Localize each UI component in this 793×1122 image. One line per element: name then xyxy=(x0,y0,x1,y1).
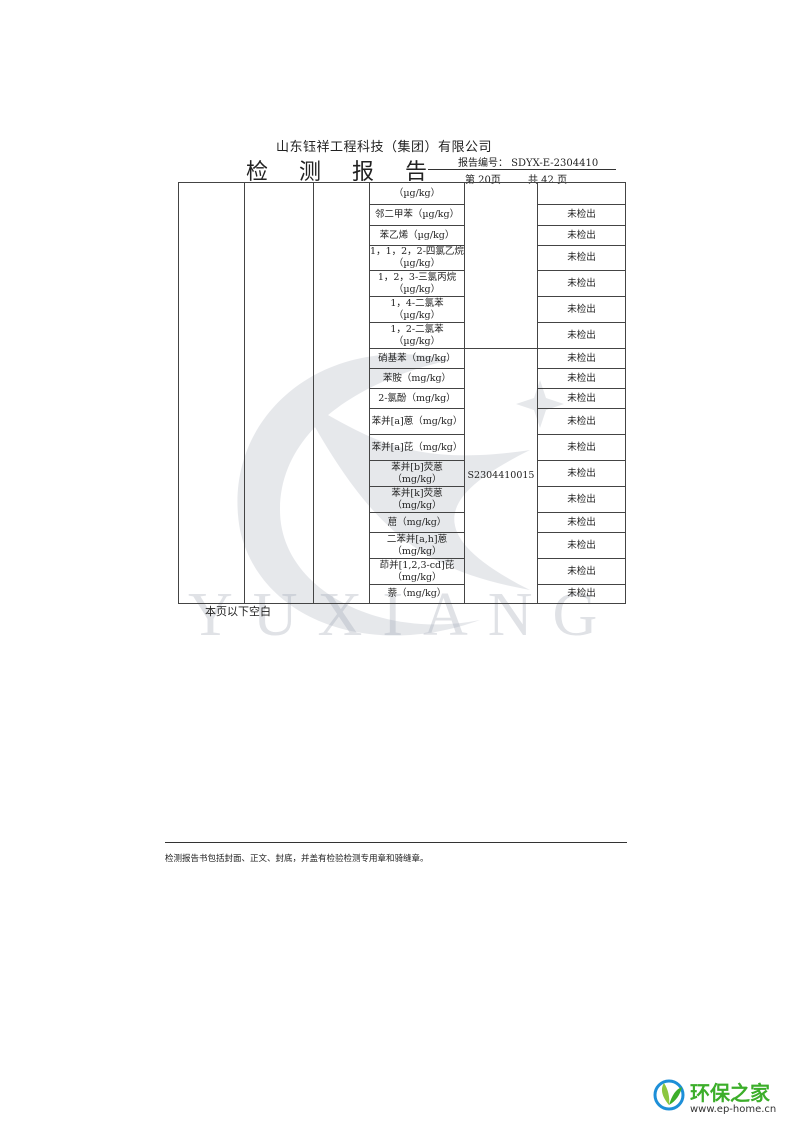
result-cell: 未检出 xyxy=(537,532,626,559)
test-item-cell: 苯并[k]荧蒽（mg/kg） xyxy=(369,486,465,513)
test-item-cell: 2-氯酚（mg/kg） xyxy=(369,388,465,409)
result-cell: 未检出 xyxy=(537,486,626,513)
watermark-logo xyxy=(237,354,564,636)
test-item-cell: 二苯并[a,h]蒽（mg/kg） xyxy=(369,532,465,559)
result-cell: 未检出 xyxy=(537,204,626,226)
watermark-text: YUXIANG xyxy=(188,581,618,649)
test-item-cell: 茚并[1,2,3-cd]芘（mg/kg） xyxy=(369,558,465,585)
result-cell: 未检出 xyxy=(537,322,626,349)
result-cell: 未检出 xyxy=(537,460,626,487)
sample-id-cell xyxy=(464,182,538,349)
result-cell: 未检出 xyxy=(537,368,626,389)
page-number: 第 20页 xyxy=(465,175,501,186)
result-cell: 未检出 xyxy=(537,270,626,297)
site-logo: 环保之家 www.ep-home.cn xyxy=(652,1077,782,1117)
blank-column-2 xyxy=(244,182,314,604)
result-cell: 未检出 xyxy=(537,296,626,323)
test-item-cell: 苯乙烯（µg/kg） xyxy=(369,225,465,246)
header-divider xyxy=(428,169,616,170)
test-item-cell: 苯并[a]芘（mg/kg） xyxy=(369,434,465,461)
result-cell: 未检出 xyxy=(537,584,626,604)
blank-note: 本页以下空白 xyxy=(205,605,271,618)
test-item-cell: 苯胺（mg/kg） xyxy=(369,368,465,389)
report-title: 检 测 报 告 xyxy=(246,160,439,185)
site-logo-url: www.ep-home.cn xyxy=(690,1104,777,1115)
test-item-cell: 1，2-二氯苯（µg/kg） xyxy=(369,322,465,349)
result-cell: 未检出 xyxy=(537,434,626,461)
company-name: 山东钰祥工程科技（集团）有限公司 xyxy=(276,140,493,155)
result-cell: 未检出 xyxy=(537,225,626,246)
leaf-icon xyxy=(653,1079,685,1111)
report-number: 报告编号： SDYX-E-2304410 xyxy=(458,158,599,169)
footer-note: 检测报告书包括封面、正文、封底，并盖有检验检测专用章和骑缝章。 xyxy=(165,854,429,864)
test-item-cell: 䓛（mg/kg） xyxy=(369,512,465,533)
total-pages: 共 42 页 xyxy=(528,175,568,186)
test-item-cell: 1，2，3-三氯丙烷（µg/kg） xyxy=(369,270,465,297)
test-item-cell: 硝基苯（mg/kg） xyxy=(369,348,465,369)
result-cell: 未检出 xyxy=(537,388,626,409)
result-cell: 未检出 xyxy=(537,245,626,271)
blank-column-3 xyxy=(313,182,370,604)
test-item-cell: 苯并[b]荧蒽（mg/kg） xyxy=(369,460,465,487)
footer-divider xyxy=(165,842,627,843)
site-logo-name: 环保之家 xyxy=(690,1081,770,1105)
result-cell xyxy=(537,182,626,205)
result-cell: 未检出 xyxy=(537,558,626,585)
test-item-cell: 1，4-二氯苯（µg/kg） xyxy=(369,296,465,323)
test-item-cell: 1，1，2，2-四氯乙烷（µg/kg） xyxy=(369,245,465,271)
test-item-cell: （µg/kg） xyxy=(369,182,465,205)
test-item-cell: 邻二甲苯（µg/kg） xyxy=(369,204,465,226)
result-cell: 未检出 xyxy=(537,512,626,533)
test-item-cell: 萘（mg/kg） xyxy=(369,584,465,604)
test-item-cell: 苯并[a]蒽（mg/kg） xyxy=(369,408,465,435)
sample-id-cell: S2304410015 xyxy=(464,348,538,604)
blank-column-1 xyxy=(178,182,245,604)
result-cell: 未检出 xyxy=(537,408,626,435)
result-cell: 未检出 xyxy=(537,348,626,369)
